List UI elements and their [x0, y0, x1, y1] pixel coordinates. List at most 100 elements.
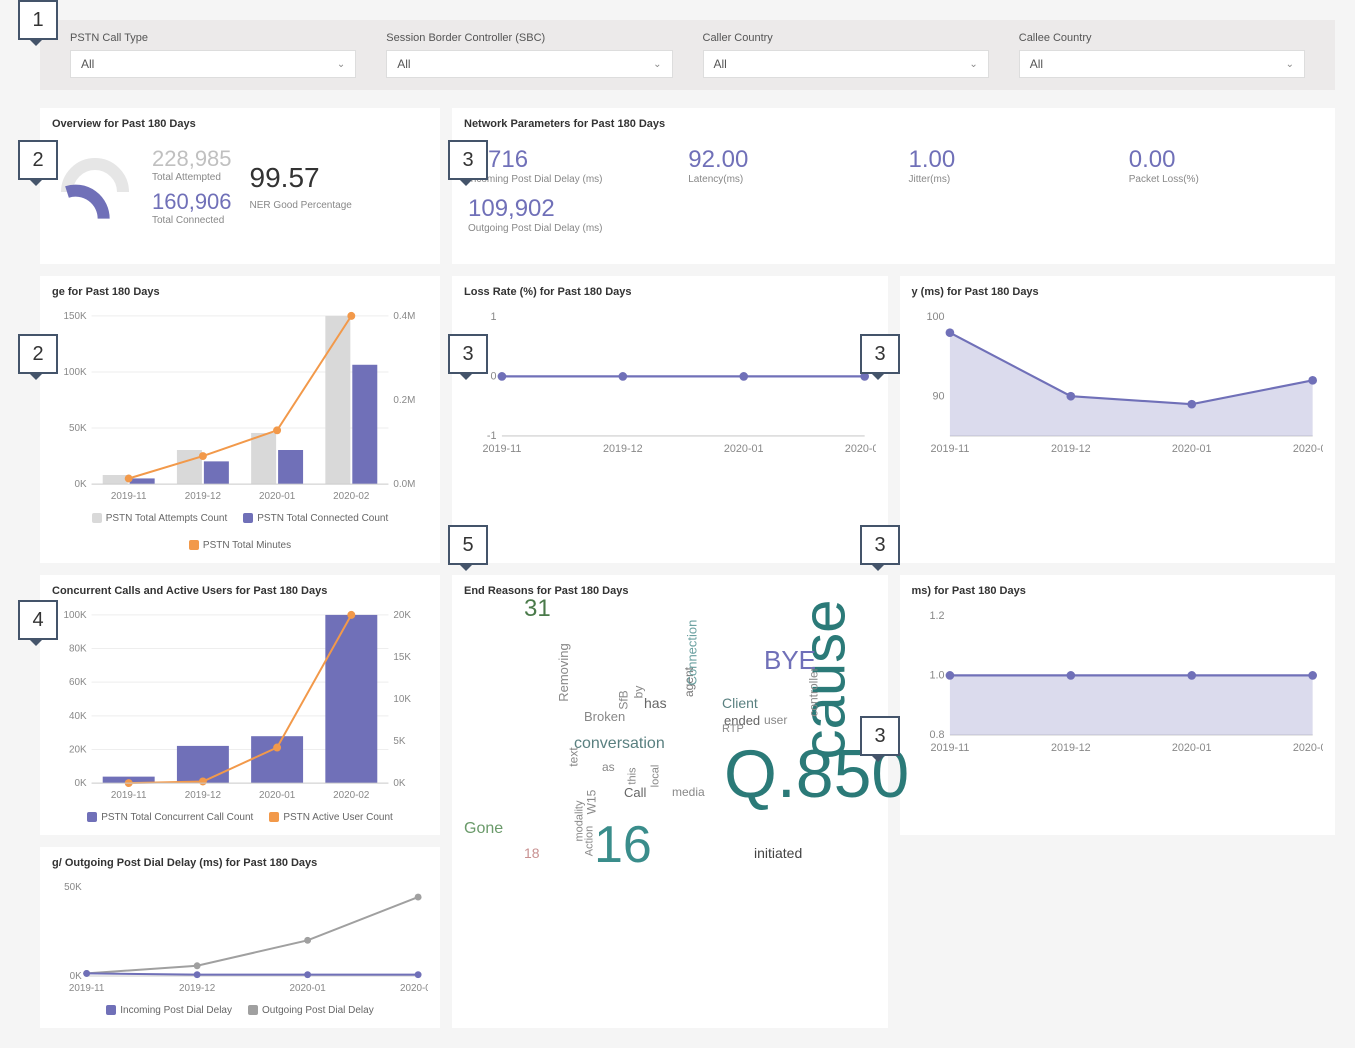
- svg-text:1: 1: [490, 311, 496, 323]
- metric-label: Jitter(ms): [909, 174, 1099, 185]
- legend-item: PSTN Total Minutes: [189, 540, 291, 551]
- pktloss-title: Loss Rate (%) for Past 180 Days: [464, 286, 876, 298]
- svg-text:2020-02: 2020-02: [333, 491, 369, 502]
- wordcloud-word: SfB: [617, 690, 631, 709]
- svg-text:2019-11: 2019-11: [111, 491, 147, 502]
- usage-chart: 0K50K100K150K0.0M0.2M0.4M2019-112019-122…: [52, 306, 428, 504]
- filter-select[interactable]: All⌄: [1019, 50, 1305, 78]
- callout-4: 4: [18, 600, 58, 640]
- svg-text:2020-01: 2020-01: [1171, 742, 1211, 754]
- svg-text:100K: 100K: [64, 367, 87, 378]
- svg-text:90: 90: [932, 390, 944, 402]
- filter-select[interactable]: All⌄: [386, 50, 672, 78]
- svg-text:2019-11: 2019-11: [930, 443, 969, 455]
- overview-card: Overview for Past 180 Days 228,985 Total…: [40, 108, 440, 264]
- concurrent-chart: 0K20K40K60K80K100K0K5K10K15K20K2019-1120…: [52, 605, 428, 803]
- svg-text:0K: 0K: [70, 971, 82, 982]
- gauge-chart: [56, 147, 134, 225]
- network-metric: 5,716Incoming Post Dial Delay (ms) 109,90…: [468, 146, 658, 244]
- callout-2b: 2: [18, 334, 58, 374]
- filter-2: Caller CountryAll⌄: [703, 32, 989, 78]
- total-connected-label: Total Connected: [152, 215, 232, 226]
- pktloss-card: Loss Rate (%) for Past 180 Days -1012019…: [452, 276, 888, 563]
- svg-text:150K: 150K: [64, 311, 87, 322]
- latency-chart: 901002019-112019-122020-012020-02: [912, 306, 1324, 458]
- word-cloud: Q.850cause1631BYEGone18initiatedconversa…: [464, 605, 876, 905]
- callout-3d: 3: [860, 525, 900, 565]
- usage-title: ge for Past 180 Days: [52, 286, 428, 298]
- chevron-down-icon: ⌄: [653, 59, 661, 70]
- svg-text:50K: 50K: [69, 423, 87, 434]
- svg-text:20K: 20K: [69, 744, 87, 755]
- metric-value: 92.00: [688, 146, 878, 174]
- wordcloud-word: initiated: [754, 845, 802, 861]
- filter-label: Session Border Controller (SBC): [386, 32, 672, 44]
- svg-text:20K: 20K: [393, 610, 411, 621]
- filter-select[interactable]: All⌄: [703, 50, 989, 78]
- metric-value: 0.00: [1129, 146, 1319, 174]
- wordcloud-word: Call: [624, 785, 646, 800]
- metric-value: 5,716: [468, 146, 658, 174]
- concurrent-title: Concurrent Calls and Active Users for Pa…: [52, 585, 428, 597]
- svg-text:1.0: 1.0: [929, 670, 944, 682]
- concurrent-card: Concurrent Calls and Active Users for Pa…: [40, 575, 440, 835]
- svg-text:2020-01: 2020-01: [1171, 443, 1211, 455]
- network-card: Network Parameters for Past 180 Days 5,7…: [452, 108, 1335, 264]
- usage-legend: PSTN Total Attempts CountPSTN Total Conn…: [52, 513, 428, 551]
- svg-text:2019-11: 2019-11: [482, 443, 521, 455]
- wordcloud-word: Client: [722, 695, 758, 711]
- network-title: Network Parameters for Past 180 Days: [464, 118, 1323, 130]
- svg-text:2019-11: 2019-11: [69, 983, 105, 994]
- callout-3c: 3: [860, 334, 900, 374]
- wordcloud-word: W15: [584, 790, 598, 815]
- filter-0: PSTN Call TypeAll⌄: [70, 32, 356, 78]
- svg-text:2019-12: 2019-12: [185, 491, 221, 502]
- wordcloud-word: Connection: [684, 620, 699, 686]
- legend-item: PSTN Total Attempts Count: [92, 513, 228, 524]
- metric-label: Incoming Post Dial Delay (ms): [468, 174, 658, 185]
- svg-text:2019-12: 2019-12: [1050, 443, 1090, 455]
- wordcloud-word: this: [627, 767, 639, 784]
- overview-title: Overview for Past 180 Days: [52, 118, 428, 130]
- svg-text:0.4M: 0.4M: [393, 311, 415, 322]
- jitter-card: ms) for Past 180 Days 0.81.01.22019-1120…: [900, 575, 1336, 835]
- wordcloud-word: as: [602, 760, 615, 774]
- filter-3: Callee Country All⌄: [1019, 32, 1305, 78]
- svg-text:0: 0: [490, 371, 496, 383]
- svg-text:15K: 15K: [393, 652, 411, 663]
- callout-1: 1: [18, 0, 58, 40]
- filter-select[interactable]: All⌄: [70, 50, 356, 78]
- wordcloud-word: 18: [524, 845, 540, 861]
- callout-3b: 3: [448, 334, 488, 374]
- svg-text:2019-12: 2019-12: [179, 983, 215, 994]
- svg-text:2019-12: 2019-12: [603, 443, 643, 455]
- network-metric: 0.00Packet Loss(%): [1129, 146, 1319, 195]
- filter-bar: PSTN Call TypeAll⌄ Session Border Control…: [40, 20, 1335, 90]
- wordcloud-word: media: [672, 785, 705, 799]
- metric-value: 109,902: [468, 195, 658, 223]
- svg-text:2020-02: 2020-02: [1292, 742, 1323, 754]
- legend-item: PSTN Total Concurrent Call Count: [87, 812, 253, 823]
- svg-text:2020-02: 2020-02: [333, 790, 369, 801]
- svg-text:10K: 10K: [393, 694, 411, 705]
- filter-label: Callee Country: [1019, 32, 1305, 44]
- svg-text:80K: 80K: [69, 643, 87, 654]
- wordcloud-word: cause: [790, 599, 859, 759]
- svg-text:100K: 100K: [64, 610, 87, 621]
- svg-text:2020-01: 2020-01: [259, 491, 296, 502]
- svg-text:100: 100: [926, 311, 944, 323]
- svg-text:2019-12: 2019-12: [1050, 742, 1090, 754]
- svg-text:2020-01: 2020-01: [259, 790, 296, 801]
- network-metric: 92.00Latency(ms): [688, 146, 878, 195]
- callout-3a: 3: [448, 140, 488, 180]
- wordcloud-word: 16: [594, 815, 652, 875]
- svg-text:2019-11: 2019-11: [930, 742, 969, 754]
- svg-text:0K: 0K: [393, 778, 405, 789]
- svg-text:0K: 0K: [75, 778, 87, 789]
- usage-card: ge for Past 180 Days 0K50K100K150K0.0M0.…: [40, 276, 440, 563]
- total-attempted-value: 228,985: [152, 146, 232, 172]
- svg-text:2020-01: 2020-01: [724, 443, 764, 455]
- metric-label: Latency(ms): [688, 174, 878, 185]
- filter-1: Session Border Controller (SBC) All⌄: [386, 32, 672, 78]
- latency-title: y (ms) for Past 180 Days: [912, 286, 1324, 298]
